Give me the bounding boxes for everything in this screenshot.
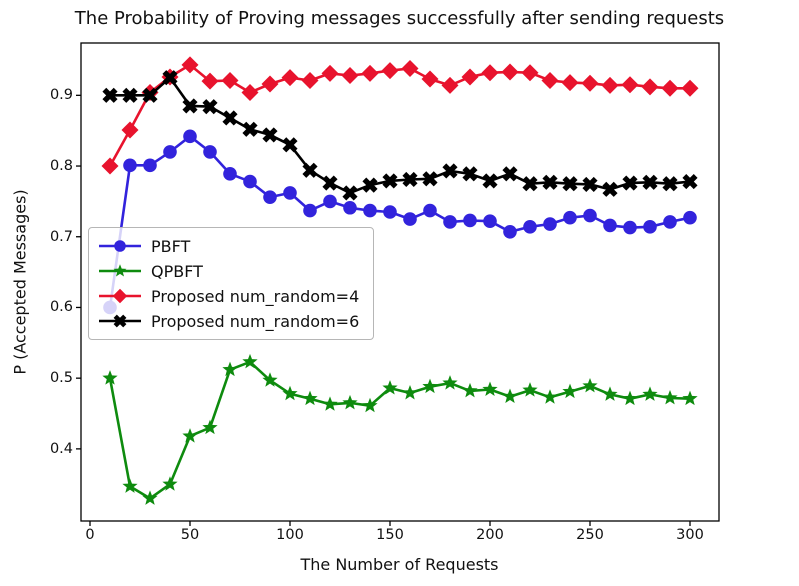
series-markers-Proposed num_random=4 [101,56,699,175]
series-PBFT [103,129,697,315]
x-tick-label: 300 [676,527,704,543]
legend-marker-x-icon [99,314,141,328]
y-tick-label: 0.6 [49,299,73,316]
y-tick-label: 0.8 [49,158,73,175]
chart-title: The Probability of Proving messages succ… [74,8,725,29]
y-axis-label: P (Accepted Messages) [10,189,30,375]
legend-item: Proposed num_random=6 [97,309,359,333]
series-line-Proposed num_random=4 [108,63,690,167]
axis-ticks [76,94,691,526]
legend-label: QPBFT [151,261,203,281]
legend-item: Proposed num_random=4 [97,284,359,308]
x-tick-label: 250 [576,527,604,543]
y-tick-label: 0.4 [49,440,73,457]
legend-item: QPBFT [97,259,359,283]
series-markers-Proposed num_random=6 [102,70,698,201]
series-line-Proposed num_random=6 [110,76,691,195]
legend-item: PBFT [97,234,359,258]
legend-marker-circle-icon [99,240,141,252]
x-tick-label: 200 [476,527,504,543]
x-axis-label: The Number of Requests [300,555,499,574]
x-tick-label: 0 [85,527,95,543]
series-Proposed num_random=6 [102,70,698,201]
x-tick-label: 50 [180,527,200,543]
y-tick-label: 0.5 [49,370,73,387]
legend-marker-diamond-icon [99,288,141,304]
series-Proposed num_random=4 [101,56,699,175]
legend: PBFT QPBFT Proposed num_random=4 Proposed n… [88,227,375,340]
series-markers-QPBFT [102,353,698,505]
legend-marker-star-icon [99,264,141,277]
y-tick-label: 0.9 [49,87,73,104]
y-tick-label: 0.7 [49,228,73,245]
legend-label: PBFT [151,236,191,256]
series-line-QPBFT [108,360,691,500]
plot-border [80,42,720,522]
series-QPBFT [102,353,698,505]
x-tick-label: 150 [376,527,404,543]
legend-label: Proposed num_random=4 [151,286,360,306]
legend-label: Proposed num_random=6 [151,311,360,331]
x-tick-label: 100 [276,527,304,543]
